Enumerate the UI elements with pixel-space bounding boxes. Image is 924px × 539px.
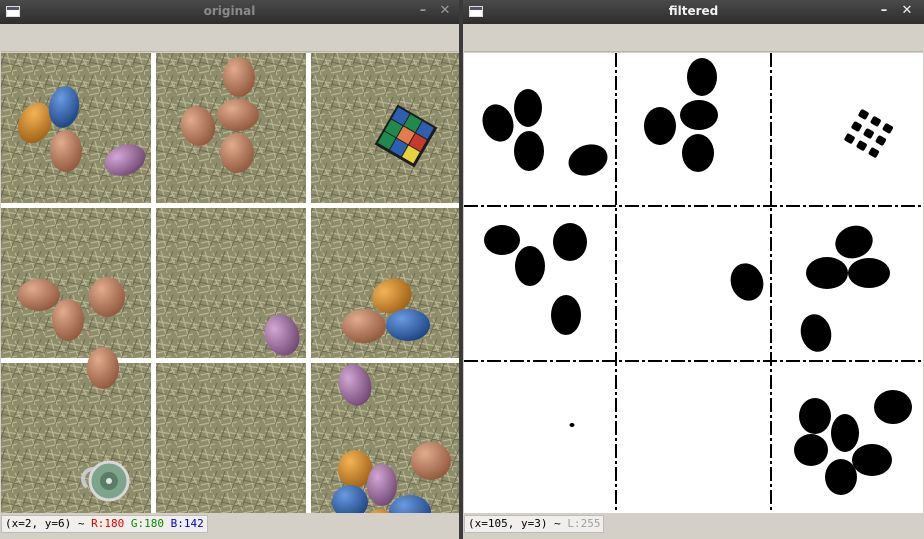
status-bar: (x=2, y=6) ~ R:180 G:180 B:142 bbox=[1, 514, 458, 534]
blobs bbox=[482, 58, 912, 495]
egg bbox=[386, 309, 430, 341]
grid-lines bbox=[464, 53, 923, 513]
filtered-image-canvas[interactable] bbox=[464, 53, 923, 513]
egg bbox=[17, 102, 53, 144]
rubik-cube bbox=[374, 104, 438, 168]
status-bar: (x=105, y=3) ~ L:255 bbox=[464, 514, 923, 534]
window-divider bbox=[459, 0, 463, 539]
window-title: filtered bbox=[668, 4, 719, 18]
original-image-canvas[interactable] bbox=[1, 53, 459, 539]
egg bbox=[220, 133, 254, 173]
status-luminance: L:255 bbox=[567, 517, 601, 530]
combination-lock bbox=[81, 460, 130, 502]
egg bbox=[411, 442, 451, 480]
tile-7 bbox=[1, 363, 151, 513]
pixel-info: (x=2, y=6) ~ R:180 G:180 B:142 bbox=[1, 515, 208, 533]
close-button[interactable]: ✕ bbox=[901, 3, 913, 18]
egg bbox=[372, 278, 412, 314]
egg bbox=[104, 144, 146, 176]
status-blue: B:142 bbox=[170, 517, 204, 530]
window-title: original bbox=[203, 4, 256, 18]
pixel-info: (x=105, y=3) ~ L:255 bbox=[464, 515, 605, 533]
egg bbox=[180, 106, 216, 146]
original-image bbox=[1, 53, 459, 539]
status-coords: (x=105, y=3) ~ bbox=[468, 517, 561, 530]
minimize-button[interactable]: – bbox=[880, 3, 888, 18]
filtered-window: filtered – ✕ bbox=[463, 0, 924, 539]
egg bbox=[223, 57, 255, 97]
egg bbox=[338, 450, 372, 488]
egg bbox=[89, 277, 125, 317]
egg bbox=[52, 299, 84, 341]
egg bbox=[367, 464, 397, 506]
egg bbox=[342, 309, 386, 343]
egg bbox=[87, 347, 119, 389]
filtered-titlebar[interactable]: filtered – ✕ bbox=[463, 0, 924, 24]
original-titlebar[interactable]: original – ✕ bbox=[0, 0, 459, 24]
egg bbox=[18, 279, 60, 311]
close-button[interactable]: ✕ bbox=[439, 3, 451, 18]
filtered-image bbox=[464, 53, 923, 513]
egg bbox=[332, 485, 368, 519]
egg bbox=[48, 86, 80, 128]
egg bbox=[264, 314, 300, 356]
egg bbox=[50, 130, 82, 172]
toolbar bbox=[1, 25, 458, 52]
egg bbox=[217, 99, 259, 131]
window-menu-icon[interactable] bbox=[469, 6, 483, 17]
original-window: original – ✕ bbox=[0, 0, 459, 539]
egg bbox=[338, 364, 372, 406]
status-red: R:180 bbox=[91, 517, 125, 530]
toolbar bbox=[464, 25, 923, 52]
minimize-button[interactable]: – bbox=[419, 3, 427, 18]
window-menu-icon[interactable] bbox=[6, 6, 20, 17]
status-coords: (x=2, y=6) ~ bbox=[5, 517, 85, 530]
tile-8 bbox=[156, 363, 306, 513]
status-green: G:180 bbox=[130, 517, 164, 530]
